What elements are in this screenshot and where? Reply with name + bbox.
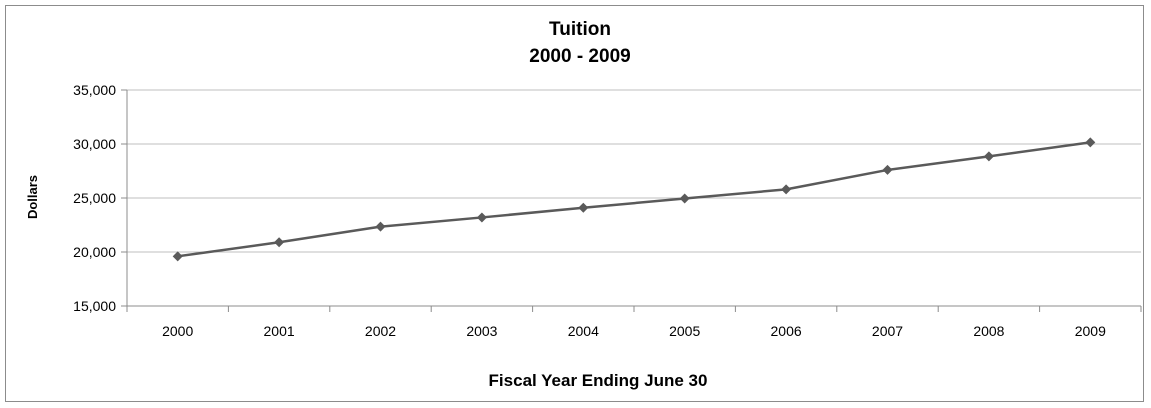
x-tick-label: 2000 [162,323,193,339]
x-axis-title: Fiscal Year Ending June 30 [489,371,708,390]
y-tick-label: 15,000 [73,298,116,314]
y-axis-title: Dollars [25,175,40,219]
data-point-marker [882,164,893,175]
chart-frame [5,5,1144,402]
y-tick-label: 35,000 [73,82,116,98]
data-point-marker [375,221,386,232]
x-tick-label: 2006 [771,323,802,339]
data-point-marker [679,193,690,204]
x-tick-label: 2002 [365,323,396,339]
data-point-marker [781,184,792,195]
series-line [177,141,1091,258]
data-point-marker [172,251,183,262]
gridlines [127,89,1141,253]
y-tick-label: 25,000 [73,190,116,206]
data-point-marker [274,237,285,248]
y-tick-labels: 15,000 20,000 25,000 30,000 35,000 [73,82,116,314]
x-tick-label: 2009 [1075,323,1106,339]
axes [121,89,1142,312]
y-tick-label: 20,000 [73,244,116,260]
x-tick-label: 2008 [973,323,1004,339]
x-tick-label: 2003 [466,323,497,339]
data-point-marker [1085,137,1096,148]
series [172,137,1096,262]
x-tick-label: 2004 [568,323,599,339]
x-tick-label: 2007 [872,323,903,339]
y-tick-label: 30,000 [73,136,116,152]
chart-title: Tuition [549,19,611,40]
x-tick-label: 2001 [264,323,295,339]
chart-subtitle: 2000 - 2009 [529,46,630,67]
data-point-marker [578,202,589,213]
data-point-marker [983,151,994,162]
data-point-marker [476,212,487,223]
x-tick-label: 2005 [669,323,700,339]
x-tick-labels: 2000 2001 2002 2003 2004 2005 2006 2007 2008 2009 [162,323,1106,339]
